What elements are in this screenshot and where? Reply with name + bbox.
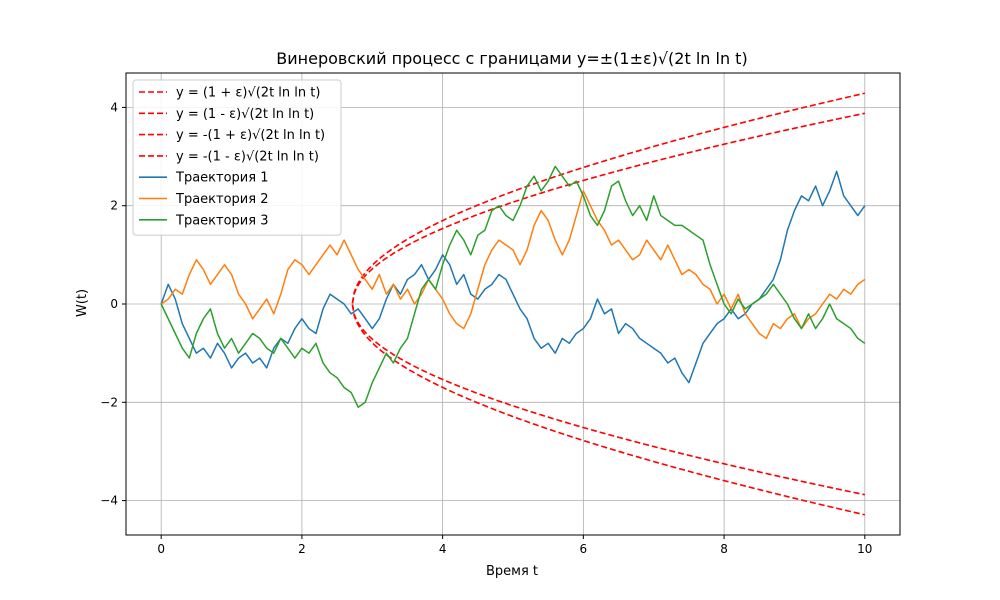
legend-entry-label: y = (1 + ε)√(2t ln ln t) (176, 86, 320, 101)
x-tick-label: 2 (298, 542, 306, 556)
y-axis-label: W(t) (75, 289, 90, 317)
x-tick-label: 8 (720, 542, 728, 556)
legend-entry-label: Траектория 1 (175, 171, 268, 186)
legend-entry-label: y = -(1 - ε)√(2t ln ln t) (176, 149, 319, 164)
legend-entry-label: Траектория 2 (175, 192, 268, 207)
chart-title: Винеровский процесс с границами y=±(1±ε)… (276, 49, 747, 68)
series-line-2 (160, 190, 866, 340)
x-tick-label: 4 (439, 542, 447, 556)
legend-entry-label: y = -(1 + ε)√(2t ln ln t) (176, 128, 325, 143)
legend-entry-label: Траектория 3 (175, 213, 268, 228)
y-tick-label: −2 (100, 395, 118, 409)
boundary-line-1 (351, 92, 865, 304)
y-tick-label: 2 (110, 199, 118, 213)
legend-box (132, 79, 342, 236)
series-line-3 (160, 165, 866, 408)
x-tick-label: 10 (857, 542, 872, 556)
x-tick-label: 0 (157, 542, 165, 556)
y-tick-label: −4 (100, 494, 118, 508)
plot-area: 0 2 4 6 8 10 −4 −2 0 2 4 (100, 72, 901, 556)
y-tick-label: 4 (110, 100, 118, 114)
boundary-line-4 (351, 304, 865, 496)
legend-entry-label: y = (1 - ε)√(2t ln ln t) (176, 107, 314, 122)
y-tick-label: 0 (110, 297, 118, 311)
x-tick-label: 6 (580, 542, 588, 556)
boundary-line-3 (351, 304, 865, 516)
x-axis-label: Время t (486, 564, 538, 579)
legend: y = (1 + ε)√(2t ln ln t) y = (1 - ε)√(2t … (132, 79, 342, 236)
boundary-line-2 (351, 112, 865, 304)
